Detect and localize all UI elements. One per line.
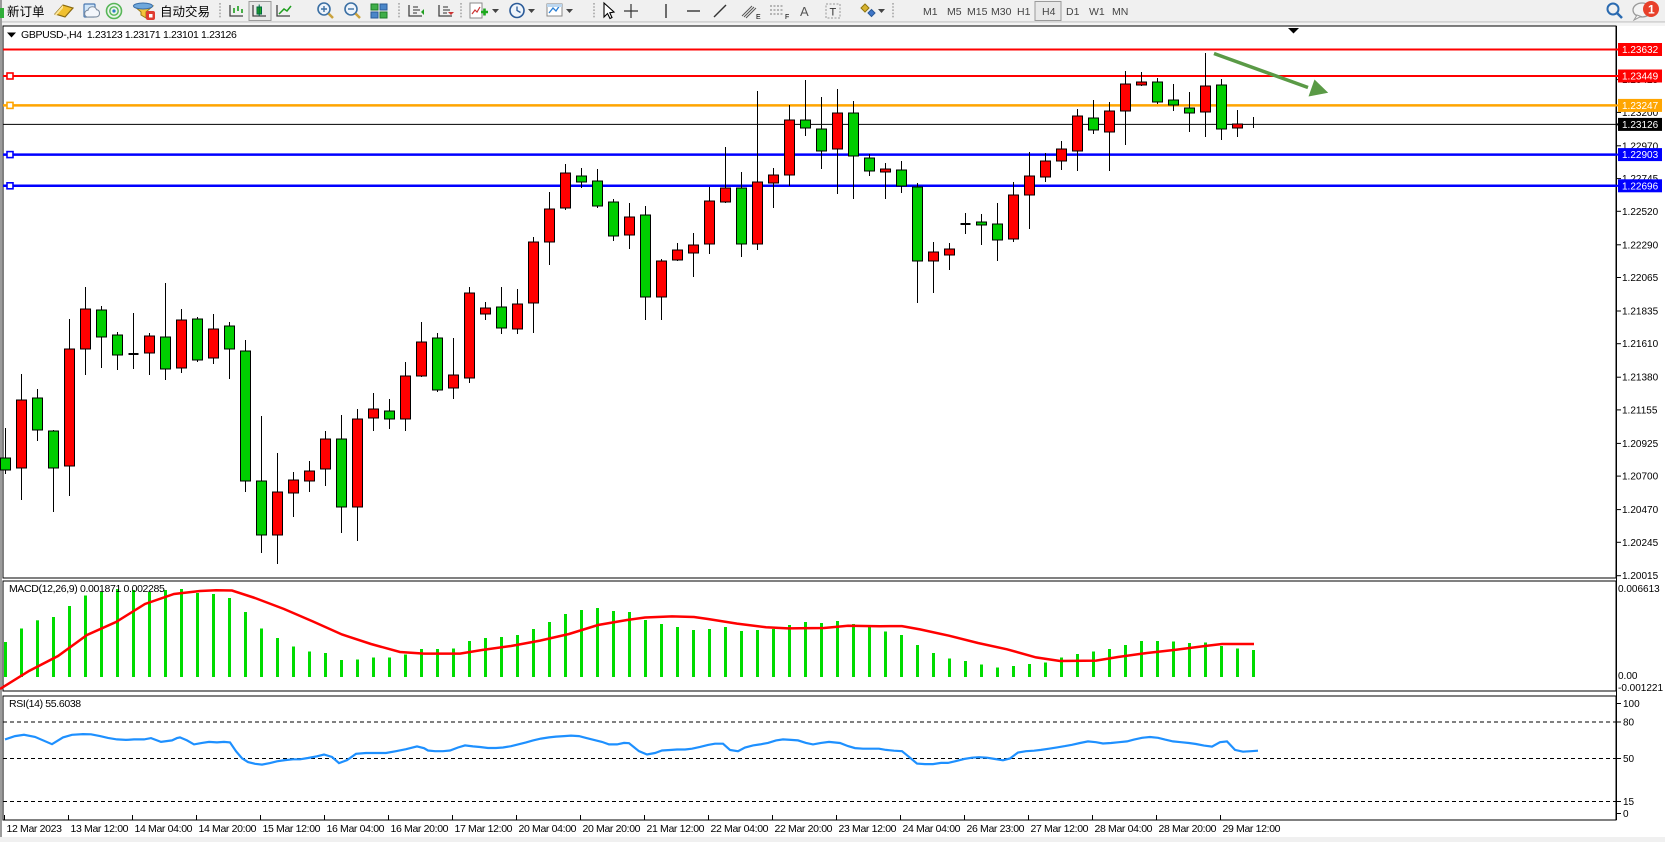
svg-text:-0.001221: -0.001221 [1618, 683, 1663, 694]
svg-text:1.20245: 1.20245 [1622, 538, 1659, 549]
svg-text:16 Mar 20:00: 16 Mar 20:00 [391, 823, 449, 835]
svg-text:23 Mar 12:00: 23 Mar 12:00 [839, 823, 897, 835]
svg-text:1.22290: 1.22290 [1622, 240, 1659, 251]
svg-text:16 Mar 04:00: 16 Mar 04:00 [327, 823, 385, 835]
svg-text:M30: M30 [991, 6, 1012, 18]
svg-text:27 Mar 12:00: 27 Mar 12:00 [1031, 823, 1089, 835]
svg-text:0: 0 [1623, 809, 1629, 820]
svg-text:26 Mar 23:00: 26 Mar 23:00 [967, 823, 1025, 835]
svg-text:1.22520: 1.22520 [1622, 207, 1659, 218]
svg-text:1.23126: 1.23126 [1622, 120, 1659, 131]
svg-text:1.21610: 1.21610 [1622, 339, 1659, 350]
svg-text:1.20470: 1.20470 [1622, 505, 1659, 516]
svg-text:1.22903: 1.22903 [1622, 150, 1659, 161]
svg-text:15: 15 [1623, 797, 1635, 808]
svg-text:新订单: 新订单 [7, 4, 45, 19]
svg-text:1.21835: 1.21835 [1622, 307, 1659, 318]
svg-text:20 Mar 20:00: 20 Mar 20:00 [583, 823, 641, 835]
svg-text:1.23247: 1.23247 [1622, 101, 1659, 112]
svg-text:E: E [756, 14, 761, 21]
svg-text:22 Mar 20:00: 22 Mar 20:00 [775, 823, 833, 835]
svg-text:1.20925: 1.20925 [1622, 439, 1659, 450]
svg-text:1: 1 [1648, 3, 1655, 17]
svg-text:1.23449: 1.23449 [1622, 72, 1659, 83]
svg-text:50: 50 [1623, 754, 1635, 765]
svg-text:0.00: 0.00 [1618, 671, 1638, 682]
svg-text:12 Mar 2023: 12 Mar 2023 [7, 823, 63, 835]
svg-text:M5: M5 [947, 6, 962, 18]
svg-text:13 Mar 12:00: 13 Mar 12:00 [71, 823, 129, 835]
svg-text:H1: H1 [1017, 6, 1031, 18]
svg-text:21 Mar 12:00: 21 Mar 12:00 [647, 823, 705, 835]
svg-text:1.22696: 1.22696 [1622, 181, 1659, 192]
svg-text:14 Mar 20:00: 14 Mar 20:00 [199, 823, 257, 835]
svg-text:0.006613: 0.006613 [1618, 584, 1660, 595]
svg-text:1.22970: 1.22970 [1622, 141, 1659, 152]
svg-text:22 Mar 04:00: 22 Mar 04:00 [711, 823, 769, 835]
svg-text:W1: W1 [1089, 6, 1105, 18]
svg-text:29 Mar 12:00: 29 Mar 12:00 [1223, 823, 1281, 835]
svg-text:M1: M1 [923, 6, 938, 18]
svg-text:28 Mar 04:00: 28 Mar 04:00 [1095, 823, 1153, 835]
svg-text:GBPUSD-,H4 1.23123 1.23171 1.: GBPUSD-,H4 1.23123 1.23171 1.23101 1.231… [21, 29, 237, 41]
svg-text:14 Mar 04:00: 14 Mar 04:00 [135, 823, 193, 835]
svg-text:M15: M15 [967, 6, 988, 18]
svg-text:T: T [830, 7, 837, 19]
svg-text:17 Mar 12:00: 17 Mar 12:00 [455, 823, 513, 835]
svg-text:1.21380: 1.21380 [1622, 373, 1659, 384]
svg-text:1.23200: 1.23200 [1622, 108, 1659, 119]
svg-text:MN: MN [1112, 6, 1128, 18]
svg-text:20 Mar 04:00: 20 Mar 04:00 [519, 823, 577, 835]
svg-text:1.23632: 1.23632 [1622, 45, 1659, 56]
svg-text:100: 100 [1623, 699, 1640, 710]
svg-text:D1: D1 [1066, 6, 1080, 18]
svg-text:自动交易: 自动交易 [160, 4, 210, 19]
svg-text:1.20015: 1.20015 [1622, 571, 1659, 582]
svg-text:15 Mar 12:00: 15 Mar 12:00 [263, 823, 321, 835]
svg-text:F: F [785, 14, 789, 21]
svg-text:1.20700: 1.20700 [1622, 472, 1659, 483]
svg-text:MACD(12,26,9) 0.001871 0.00228: MACD(12,26,9) 0.001871 0.002285 [9, 583, 165, 595]
svg-text:A: A [800, 4, 809, 19]
svg-text:1.22065: 1.22065 [1622, 273, 1659, 284]
svg-text:1.21155: 1.21155 [1622, 405, 1658, 416]
svg-text:24 Mar 04:00: 24 Mar 04:00 [903, 823, 961, 835]
svg-text:28 Mar 20:00: 28 Mar 20:00 [1159, 823, 1217, 835]
svg-text:H4: H4 [1042, 6, 1056, 18]
svg-text:80: 80 [1623, 718, 1635, 729]
svg-text:RSI(14) 55.6038: RSI(14) 55.6038 [9, 698, 81, 710]
